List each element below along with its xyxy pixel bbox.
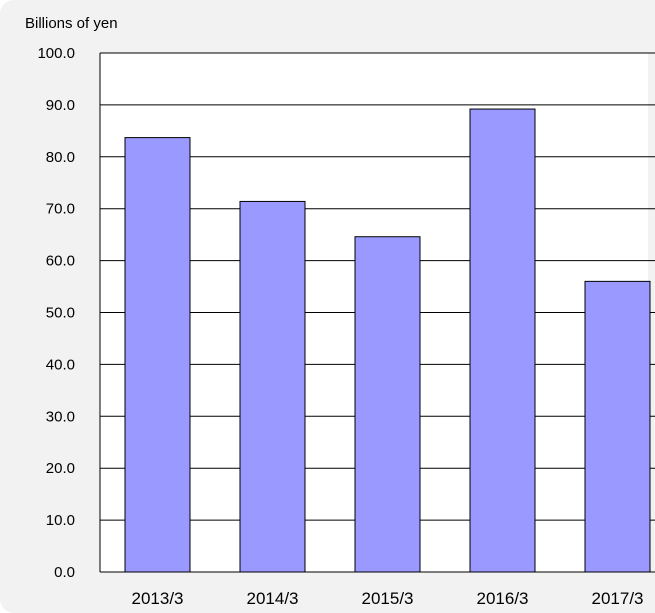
y-tick-label: 40.0 — [46, 356, 75, 373]
x-tick-label: 2015/3 — [362, 589, 414, 608]
bar-2015-3 — [354, 236, 421, 573]
x-tick-label: 2014/3 — [247, 589, 299, 608]
y-axis-unit-label: Billions of yen — [25, 15, 118, 32]
y-tick-label: 80.0 — [46, 149, 75, 166]
bar-2013-3 — [124, 137, 191, 573]
y-axis-ticks: 0.0 10.0 20.0 30.0 40.0 50.0 60.0 70.0 80.0 90.0 1… — [37, 45, 75, 581]
x-tick-label: 2017/3 — [592, 589, 644, 608]
y-tick-label: 90.0 — [46, 97, 75, 114]
x-tick-label: 2016/3 — [477, 589, 529, 608]
y-tick-label: 10.0 — [46, 512, 75, 529]
x-tick-label: 2013/3 — [132, 589, 184, 608]
y-tick-label: 100.0 — [37, 45, 75, 62]
bars — [124, 108, 651, 573]
y-tick-label: 50.0 — [46, 305, 75, 322]
y-tick-label: 20.0 — [46, 460, 75, 477]
bar-2016-3 — [469, 108, 536, 573]
y-tick-label: 0.0 — [54, 564, 75, 581]
x-axis-labels: 2013/3 2014/3 2015/3 2016/3 2017/3 — [132, 589, 644, 608]
bar-2014-3 — [239, 200, 306, 573]
y-tick-label: 70.0 — [46, 201, 75, 218]
y-tick-label: 30.0 — [46, 408, 75, 425]
y-tick-label: 60.0 — [46, 253, 75, 270]
bar-2017-3 — [584, 280, 651, 573]
